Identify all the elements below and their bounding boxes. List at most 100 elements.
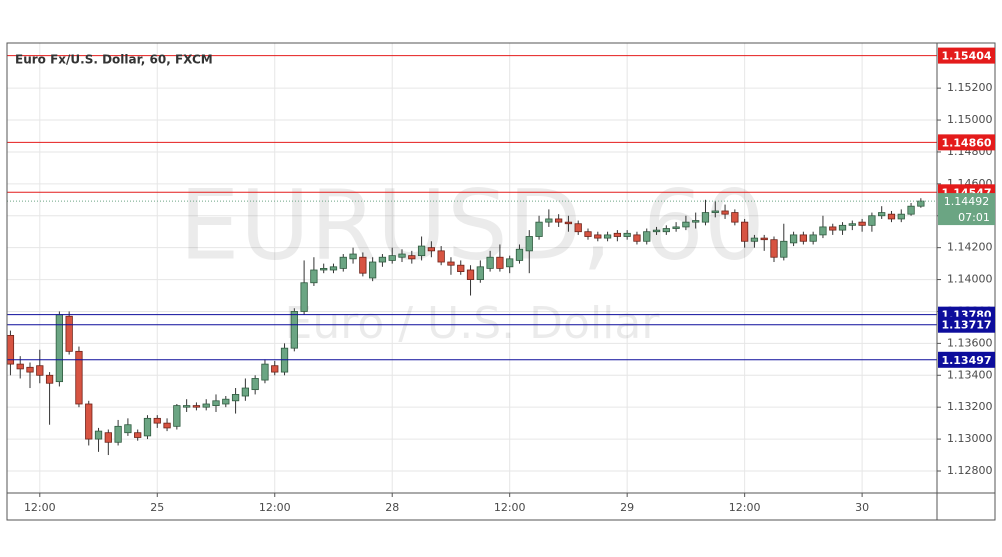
candle-body [858,221,866,226]
candle-body [290,311,298,349]
candle-body [594,234,602,239]
candle-body [917,200,925,207]
last-price-box [938,193,995,226]
y-tick-label: 1.13200 [947,400,993,413]
candle-body [496,256,504,269]
candle-body [809,234,817,242]
candle-body [506,258,514,268]
candle-body [623,232,631,237]
y-tick-label: 1.13400 [947,368,993,381]
candle-body [417,245,426,257]
y-tick-label: 1.12800 [947,464,993,477]
level-label-box [938,351,995,368]
candle-body [359,256,367,274]
plot [6,55,937,456]
candle-body [271,365,279,373]
candle-body [652,229,661,233]
candle-body [692,220,700,223]
x-tick-label: 12:00 [729,501,761,514]
candle-body [770,239,778,258]
grid [7,43,937,493]
price-labels: 1.128001.130001.132001.134001.136001.138… [24,47,995,514]
candle-body [447,261,455,266]
candle-body [408,255,416,260]
candle-body [388,255,396,261]
x-tick-label: 30 [855,501,869,514]
candle-body [721,210,729,215]
last-price-label: 1.14492 [944,195,990,208]
candle-body [241,387,250,397]
level-label: 1.15404 [941,50,991,63]
candle-body [231,394,240,402]
candle-body [369,261,377,279]
x-tick-label: 28 [385,501,399,514]
y-tick-label: 1.14200 [947,241,993,254]
candle-body [584,231,592,237]
candle-body [760,237,768,241]
candle-body [457,264,465,272]
candle-body [329,266,338,271]
y-tick-label: 1.15200 [947,81,993,94]
candle-body [633,234,641,242]
candle-body [349,253,357,260]
level-label-box [938,134,995,151]
candle-body [75,350,83,405]
level-label: 1.14860 [941,136,991,149]
candle-body [398,253,406,258]
candle-body [789,234,798,244]
candle-body [799,234,808,242]
candle-body [838,224,847,231]
candle-body [887,213,896,220]
candle-body [143,417,152,437]
candle-body [741,221,749,242]
candle-body [202,403,210,408]
candle-body [437,250,445,263]
candle-body [535,221,543,237]
candle-body [545,218,553,223]
candle-body [45,374,54,384]
candle-body [222,398,230,405]
y-tick-label: 1.14000 [947,273,993,286]
candle-body [819,226,827,236]
x-tick-label: 29 [620,501,634,514]
candle-body [124,424,132,434]
candle-body [486,256,494,269]
candle-body [574,223,582,233]
candle-body [65,315,73,352]
candle-body [251,378,259,391]
y-tick-label: 1.15000 [947,113,993,126]
candle-body [183,405,191,408]
candle-body [476,266,484,280]
candle-body [613,232,622,237]
chart-title: Euro Fx/U.S. Dollar, 60, FXCM [15,53,213,67]
candle-body [780,240,788,258]
candle-body [36,365,44,376]
candle-body [26,366,34,373]
x-tick-label: 12:00 [259,501,291,514]
candle-body [339,256,347,269]
candle-body [173,405,181,427]
candle-body [134,432,142,438]
candle-body [701,212,710,223]
level-label: 1.13497 [941,354,991,367]
level-label-box [938,47,995,64]
candle-body [848,223,856,226]
candle-body [466,269,475,280]
candle-body [711,210,719,213]
countdown: 07:01 [958,211,990,224]
candle-body [163,422,171,429]
candle-body [682,221,690,228]
candle-body [104,432,112,443]
candle-body [85,403,93,440]
candle-body [878,212,886,217]
candle-body [643,231,651,242]
candle-body [897,213,905,220]
candle-body [603,234,612,239]
candle-body [300,282,308,312]
y-tick-label: 1.13000 [947,432,993,445]
watermark-subtitle: Euro / U.S. Dollar [285,298,661,349]
candle-body [16,363,24,370]
candle-body [662,228,670,233]
candle-body [672,226,680,229]
